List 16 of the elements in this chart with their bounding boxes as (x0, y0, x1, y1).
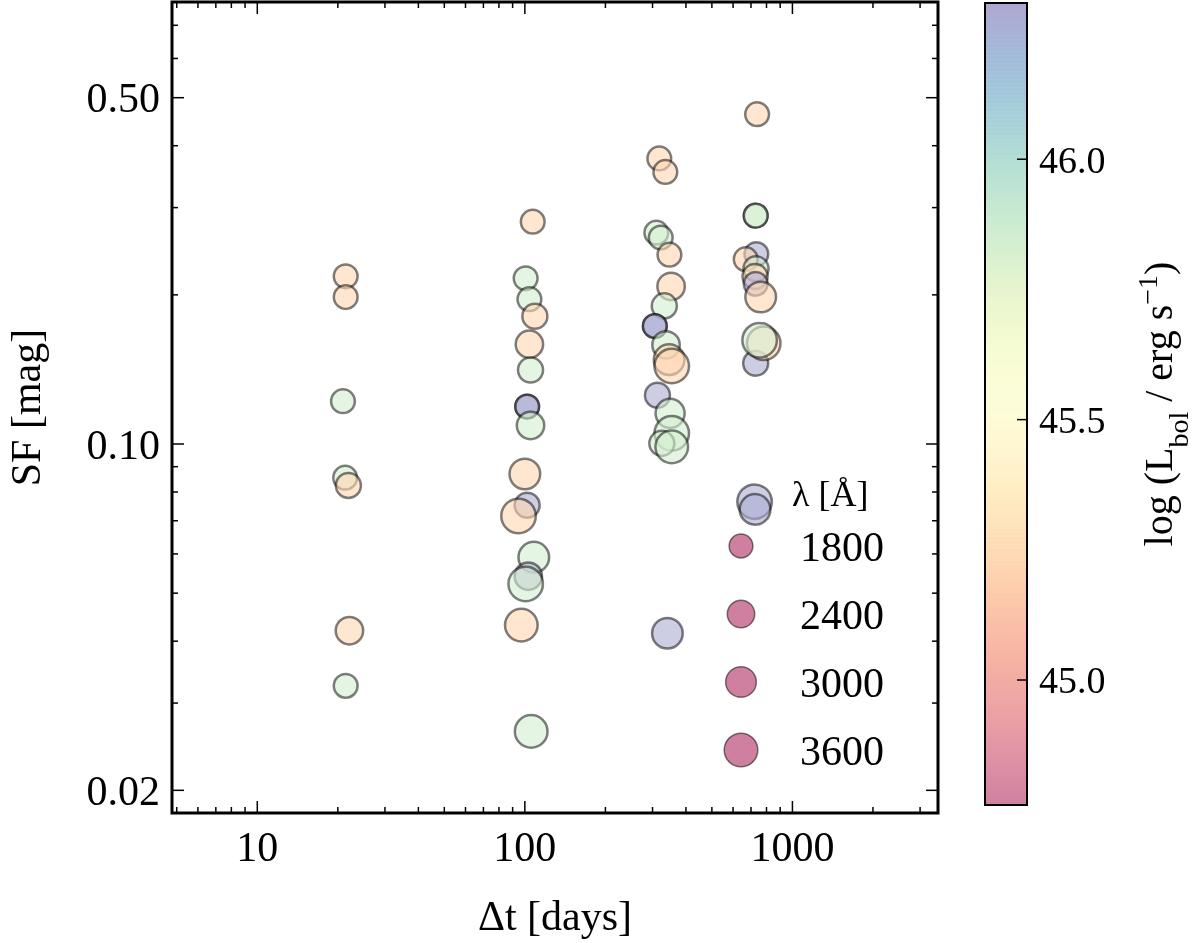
legend-label: 3000 (800, 659, 884, 706)
y-axis-title: SF [mag] (3, 328, 49, 487)
y-tick-label: 0.10 (86, 421, 160, 468)
color-bar-label: 46.0 (1039, 138, 1106, 181)
color-bar-label: 45.0 (1039, 659, 1106, 702)
legend-title: λ [Å] (792, 474, 869, 514)
y-tick-label: 0.02 (86, 768, 160, 815)
x-tick-label: 1000 (750, 824, 835, 870)
legend-label: 3600 (800, 727, 884, 774)
x-tick-label: 100 (493, 824, 557, 870)
x-tick-label: 10 (236, 824, 279, 870)
color-bar-label: 45.5 (1039, 398, 1106, 441)
x-axis-title: Δt [days] (477, 893, 633, 939)
legend-label: 1800 (800, 523, 884, 570)
legend-label: 2400 (800, 591, 884, 638)
y-tick-label: 0.50 (86, 75, 160, 122)
